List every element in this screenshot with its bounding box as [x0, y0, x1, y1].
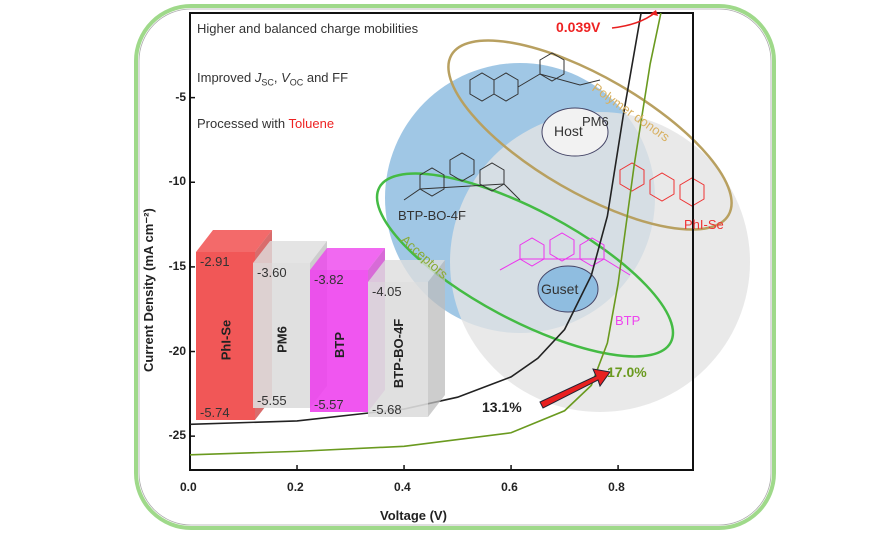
note-mobilities: Higher and balanced charge mobilities — [197, 21, 419, 36]
y-axis-label: Current Density (mA cm⁻²) — [141, 208, 156, 372]
material-name: BTP-BO-4F — [391, 319, 406, 388]
guest-ellipse — [537, 265, 599, 313]
homo-value: -5.74 — [200, 405, 230, 420]
note-sep: , — [273, 70, 282, 85]
plot-frame — [189, 12, 694, 471]
bar-front-face — [368, 282, 428, 417]
voc-arrow — [611, 10, 658, 29]
btp-bo-4f-structure — [403, 152, 521, 201]
material-name: BTP — [332, 332, 347, 358]
pm6-structure — [469, 52, 601, 102]
homo-value: -5.55 — [257, 393, 287, 408]
note-improved: Improved JSC, VOC and FF — [197, 70, 348, 88]
pce-arrow — [539, 368, 611, 409]
gray-disk — [450, 112, 750, 412]
acceptors-ellipse — [375, 172, 675, 358]
x-axis-label: Voltage (V) — [380, 508, 447, 523]
voc-symbol: V — [281, 70, 290, 85]
jv-curve-green — [189, 12, 662, 456]
green-frame — [134, 4, 776, 530]
y-tick-label: -20 — [168, 343, 186, 358]
host-guest-diagram — [375, 39, 750, 412]
btp-label: BTP — [615, 313, 641, 328]
solvent-name: Toluene — [288, 116, 335, 131]
bar-side-face — [428, 260, 445, 417]
x-tick-label: 0.6 — [501, 480, 518, 494]
note-improved-prefix: Improved — [197, 70, 255, 85]
x-tick-label: 0.4 — [394, 480, 411, 494]
x-tick-label: 0.0 — [180, 480, 197, 494]
voc-subscript: OC — [289, 77, 304, 88]
pce-high-label: 17.0% — [607, 364, 647, 380]
y-tick-label: -5 — [175, 89, 186, 104]
voc-delta-label: 0.039V — [556, 19, 601, 35]
jsc-subscript: SC — [261, 77, 274, 88]
homo-value: -5.57 — [314, 397, 344, 412]
phi-se-label: PhI-Se — [684, 217, 724, 232]
lumo-value: -3.82 — [314, 272, 344, 287]
bar-front-face — [310, 270, 368, 412]
y-tick-label: -25 — [168, 428, 186, 443]
lumo-value: -3.60 — [257, 265, 287, 280]
y-tick-label: -10 — [168, 174, 186, 189]
note-processed: Processed with Toluene — [197, 116, 334, 131]
guest-label: Guset — [541, 281, 579, 297]
jsc-symbol: J — [254, 70, 262, 85]
lumo-value: -2.91 — [200, 254, 230, 269]
material-name: PM6 — [275, 326, 290, 353]
note-improved-suffix: and FF — [303, 70, 349, 85]
bar-front-face — [196, 252, 255, 420]
pm6-label: PM6 — [582, 114, 609, 129]
bar-front-face — [253, 263, 310, 408]
host-ellipse — [541, 107, 609, 157]
energy-bar-btp-bo-4f: -4.05 -5.68 BTP-BO-4F — [368, 260, 445, 417]
x-tick-label: 0.2 — [287, 480, 304, 494]
homo-value: -5.68 — [372, 402, 402, 417]
energy-level-diagram: -2.91 -5.74 PhI-Se -3.60 -5.55 PM6 -3.82 -5.57 B… — [196, 230, 445, 420]
btp-bo-4f-label: BTP-BO-4F — [398, 208, 466, 223]
x-tick-label: 0.8 — [608, 480, 625, 494]
btp-structure — [499, 232, 631, 276]
material-name: PhI-Se — [219, 320, 234, 360]
y-tick-label: -15 — [168, 258, 186, 273]
bar-top-face — [310, 248, 385, 270]
pce-low-label: 13.1% — [482, 399, 522, 415]
note-processed-prefix: Processed with — [197, 116, 289, 131]
host-label: Host — [554, 123, 583, 139]
bar-top-face — [253, 241, 327, 263]
lumo-value: -4.05 — [372, 284, 402, 299]
bar-top-face — [196, 230, 272, 252]
bar-top-face — [368, 260, 445, 282]
green-frame-inner — [138, 8, 772, 526]
polymer-donors-ellipse — [447, 39, 733, 231]
